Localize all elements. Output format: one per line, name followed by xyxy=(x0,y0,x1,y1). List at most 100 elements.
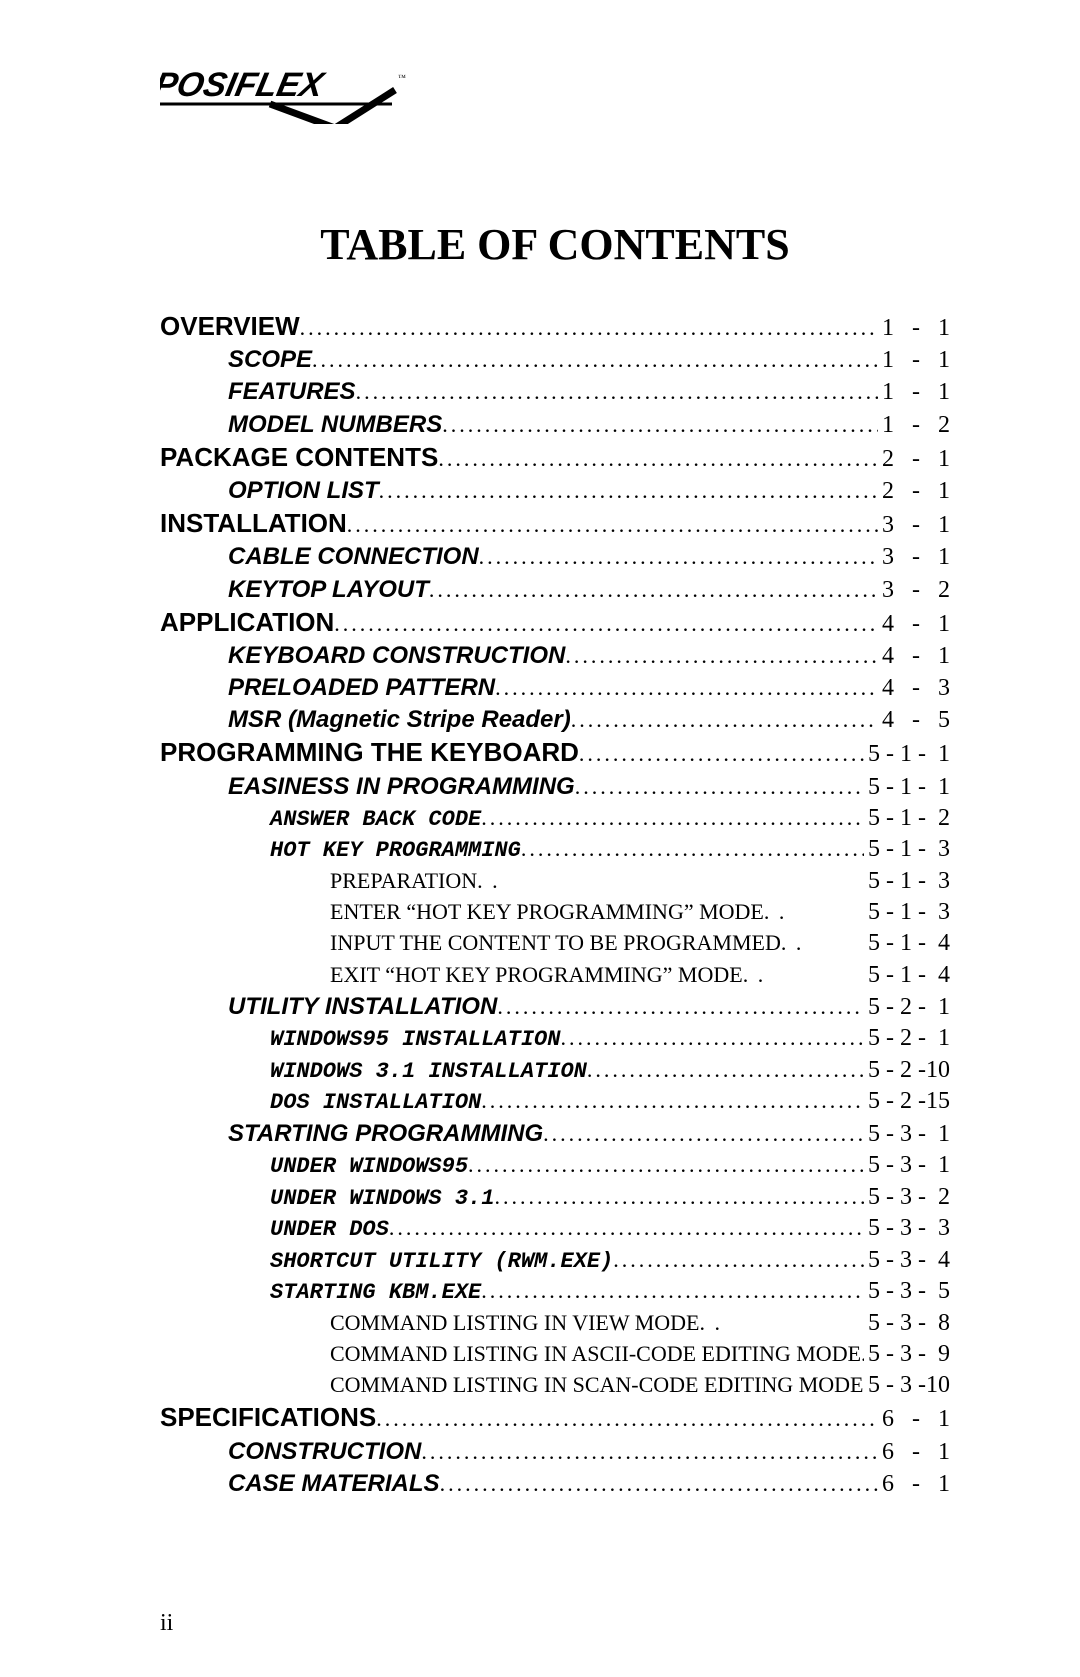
toc-leader-dots: ........................................… xyxy=(347,511,878,540)
toc-page-ref: 3 - 1 xyxy=(878,510,950,541)
toc-page-ref: 4 - 5 xyxy=(878,705,950,736)
toc-page-ref: 1 - 1 xyxy=(878,345,950,376)
toc-leader-dots: ........................................… xyxy=(468,1151,864,1180)
toc-page-ref: 5 - 3 - 4 xyxy=(864,1245,950,1276)
toc-label: KEYTOP LAYOUT xyxy=(228,574,429,605)
toc-leader-dots: . . xyxy=(477,867,864,896)
toc-entry: CABLE CONNECTION........................… xyxy=(160,541,950,573)
toc-label: SHORTCUT UTILITY (RWM.EXE) xyxy=(270,1248,613,1277)
toc-page-ref: 5 - 3 - 2 xyxy=(864,1182,950,1213)
toc-entry: ENTER “HOT KEY PROGRAMMING” MODE. .5 - 1… xyxy=(160,897,950,928)
toc-label: CONSTRUCTION xyxy=(228,1436,421,1467)
toc-page-ref: 2 - 1 xyxy=(878,476,950,507)
toc-label: SCOPE xyxy=(228,344,312,375)
toc-entry: INPUT THE CONTENT TO BE PROGRAMMED. .5 -… xyxy=(160,928,950,959)
toc-label: COMMAND LISTING IN SCAN-CODE EDITING MOD… xyxy=(330,1371,863,1400)
toc-entry: SCOPE...................................… xyxy=(160,344,950,376)
toc-leader-dots: . . xyxy=(764,898,864,927)
toc-label: PACKAGE CONTENTS xyxy=(160,441,438,475)
toc-label: EXIT “HOT KEY PROGRAMMING” MODE xyxy=(330,961,743,990)
svg-text:™: ™ xyxy=(398,73,406,82)
toc-label: KEYBOARD CONSTRUCTION xyxy=(228,640,565,671)
toc-entry: APPLICATION.............................… xyxy=(160,606,950,640)
toc-leader-dots: ........................................… xyxy=(495,674,878,703)
toc-entry: EXIT “HOT KEY PROGRAMMING” MODE. .5 - 1 … xyxy=(160,960,950,991)
toc-page-ref: 5 - 2 - 1 xyxy=(864,992,950,1023)
toc-entry: MODEL NUMBERS...........................… xyxy=(160,409,950,441)
toc-label: STARTING PROGRAMMING xyxy=(228,1118,543,1149)
toc-leader-dots: ........................................… xyxy=(389,1214,864,1243)
toc-page-ref: 5 - 2 -15 xyxy=(864,1086,950,1117)
toc-entry: COMMAND LISTING IN ASCII-CODE EDITING MO… xyxy=(160,1339,950,1370)
toc-label: UNDER WINDOWS 3.1 xyxy=(270,1185,494,1214)
toc-page-ref: 5 - 3 -10 xyxy=(864,1370,950,1401)
toc-entry: CONSTRUCTION............................… xyxy=(160,1436,950,1468)
toc-label: HOT KEY PROGRAMMING xyxy=(270,837,521,866)
toc-leader-dots: ........................................… xyxy=(587,1056,864,1085)
toc-entry: EASINESS IN PROGRAMMING.................… xyxy=(160,771,950,803)
toc-entry: SHORTCUT UTILITY (RWM.EXE)..............… xyxy=(160,1245,950,1277)
toc-label: INPUT THE CONTENT TO BE PROGRAMMED xyxy=(330,929,781,958)
toc-label: MSR (Magnetic Stripe Reader) xyxy=(228,704,571,735)
toc-label: EASINESS IN PROGRAMMING xyxy=(228,771,575,802)
toc-leader-dots: ........................................… xyxy=(497,993,864,1022)
toc-leader-dots: . . xyxy=(743,961,864,990)
toc-leader-dots: ........................................… xyxy=(334,610,878,639)
toc-page-ref: 2 - 1 xyxy=(878,444,950,475)
toc-entry: FEATURES................................… xyxy=(160,376,950,408)
toc-page-ref: 1 - 1 xyxy=(878,313,950,344)
toc-page-ref: 5 - 1 - 1 xyxy=(864,772,950,803)
toc-leader-dots: ........................................… xyxy=(543,1120,864,1149)
toc-label: FEATURES xyxy=(228,376,356,407)
toc-page-ref: 5 - 1 - 3 xyxy=(864,897,950,928)
toc-page-ref: 3 - 1 xyxy=(878,542,950,573)
page-title: TABLE OF CONTENTS xyxy=(160,219,950,270)
toc-label: SPECIFICATIONS xyxy=(160,1401,376,1435)
toc-label: OVERVIEW xyxy=(160,310,300,344)
toc-label: PREPARATION xyxy=(330,867,477,896)
toc-entry: SPECIFICATIONS..........................… xyxy=(160,1401,950,1435)
toc-label: UTILITY INSTALLATION xyxy=(228,991,497,1022)
toc-label: CASE MATERIALS xyxy=(228,1468,440,1499)
toc-entry: OVERVIEW................................… xyxy=(160,310,950,344)
toc-entry: HOT KEY PROGRAMMING.....................… xyxy=(160,834,950,866)
toc-leader-dots: ........................................… xyxy=(440,1470,878,1499)
toc-label: PRELOADED PATTERN xyxy=(228,672,495,703)
toc-page-ref: 4 - 3 xyxy=(878,673,950,704)
table-of-contents: OVERVIEW................................… xyxy=(160,310,950,1500)
toc-page-ref: 5 - 3 - 9 xyxy=(864,1339,950,1370)
toc-entry: MSR (Magnetic Stripe Reader)............… xyxy=(160,704,950,736)
toc-leader-dots: ........................................… xyxy=(479,543,878,572)
toc-leader-dots: ........................................… xyxy=(300,314,878,343)
svg-text:POSIFLEX: POSIFLEX xyxy=(160,66,329,104)
toc-label: INSTALLATION xyxy=(160,507,347,541)
toc-entry: STARTING KBM.EXE........................… xyxy=(160,1276,950,1308)
toc-entry: UTILITY INSTALLATION....................… xyxy=(160,991,950,1023)
toc-page-ref: 3 - 2 xyxy=(878,575,950,606)
toc-entry: PACKAGE CONTENTS........................… xyxy=(160,441,950,475)
toc-entry: PRELOADED PATTERN.......................… xyxy=(160,672,950,704)
toc-label: WINDOWS95 INSTALLATION xyxy=(270,1026,560,1055)
toc-label: ENTER “HOT KEY PROGRAMMING” MODE xyxy=(330,898,764,927)
toc-page-ref: 4 - 1 xyxy=(878,609,950,640)
toc-page-ref: 5 - 3 - 5 xyxy=(864,1276,950,1307)
toc-page-ref: 5 - 3 - 1 xyxy=(864,1119,950,1150)
toc-label: OPTION LIST xyxy=(228,475,379,506)
brand-logo: POSIFLEX ™ xyxy=(160,60,950,129)
toc-page-ref: 5 - 3 - 3 xyxy=(864,1213,950,1244)
toc-entry: WINDOWS 3.1 INSTALLATION................… xyxy=(160,1055,950,1087)
toc-page-ref: 5 - 1 - 4 xyxy=(864,928,950,959)
toc-page-ref: 5 - 2 - 1 xyxy=(864,1023,950,1054)
toc-entry: OPTION LIST.............................… xyxy=(160,475,950,507)
toc-page-ref: 1 - 1 xyxy=(878,377,950,408)
toc-entry: UNDER WINDOWS 3.1.......................… xyxy=(160,1182,950,1214)
toc-label: APPLICATION xyxy=(160,606,334,640)
toc-label: MODEL NUMBERS xyxy=(228,409,442,440)
toc-leader-dots: ........................................… xyxy=(438,445,878,474)
toc-page-ref: 5 - 1 - 2 xyxy=(864,803,950,834)
toc-leader-dots: ........................................… xyxy=(571,706,878,735)
page-number: ii xyxy=(160,1610,950,1637)
toc-label: WINDOWS 3.1 INSTALLATION xyxy=(270,1058,587,1087)
toc-leader-dots: ........................................… xyxy=(579,740,864,769)
toc-label: DOS INSTALLATION xyxy=(270,1089,481,1118)
